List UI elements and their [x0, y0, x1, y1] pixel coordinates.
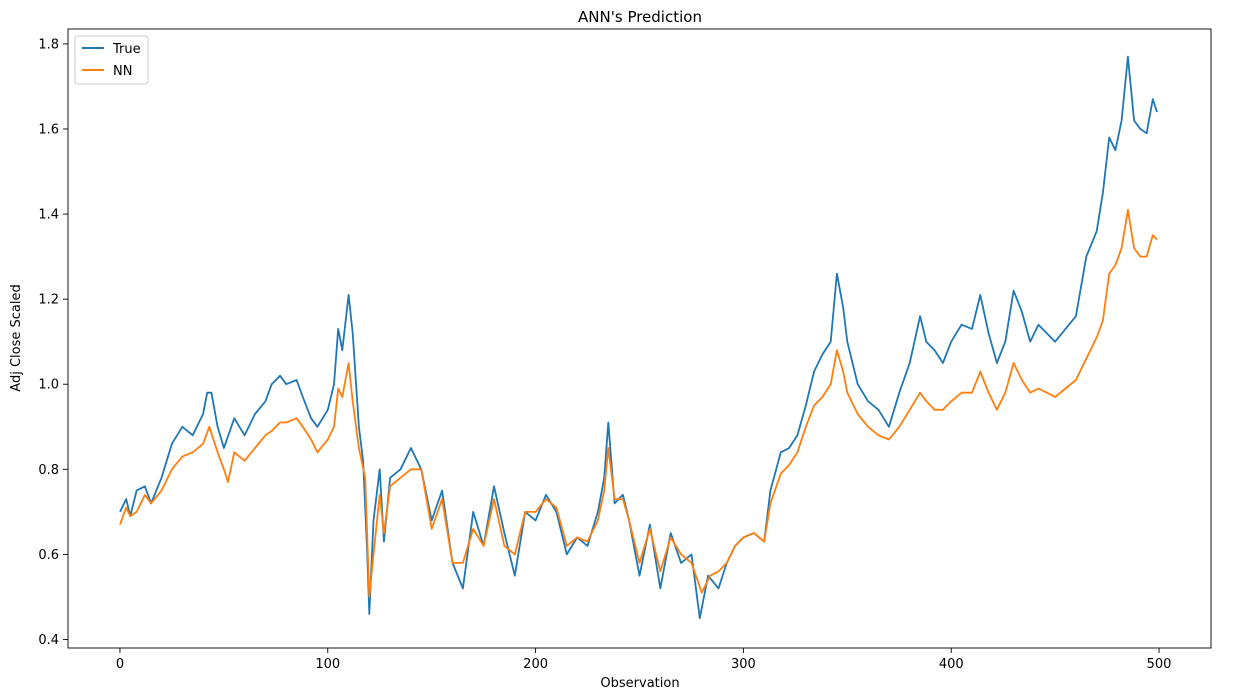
x-tick-label: 500	[1147, 657, 1172, 672]
x-axis-title: Observation	[600, 676, 679, 691]
x-tick-label: 100	[315, 657, 340, 672]
y-axis-title: Adj Close Scaled	[9, 284, 24, 391]
legend-label-nn: NN	[113, 64, 132, 79]
y-tick-label: 0.6	[38, 548, 59, 563]
plot-area	[68, 29, 1211, 648]
series-line-true	[119, 55, 1158, 620]
y-tick-label: 1.8	[38, 37, 59, 52]
x-axis: 0 100 200 300 400 500	[116, 648, 1172, 672]
y-tick-label: 1.0	[38, 378, 59, 393]
x-tick-label: 400	[939, 657, 964, 672]
plot-frame	[67, 28, 1212, 649]
y-tick-label: 1.2	[38, 293, 59, 308]
legend-label-true: True	[112, 42, 141, 57]
series-line-nn	[119, 208, 1158, 598]
x-tick-label: 200	[523, 657, 548, 672]
y-tick-label: 0.4	[38, 633, 59, 648]
x-tick-label: 300	[731, 657, 756, 672]
y-tick-label: 1.6	[38, 122, 59, 137]
y-tick-label: 1.4	[38, 208, 59, 223]
chart-title: ANN's Prediction	[578, 8, 702, 26]
series-layer	[119, 55, 1158, 620]
y-tick-label: 0.8	[38, 463, 59, 478]
legend: True NN	[74, 35, 149, 85]
x-tick-label: 0	[116, 657, 124, 672]
y-axis: 0.4 0.6 0.8 1.0 1.2 1.4 1.6 1.8	[38, 37, 68, 648]
